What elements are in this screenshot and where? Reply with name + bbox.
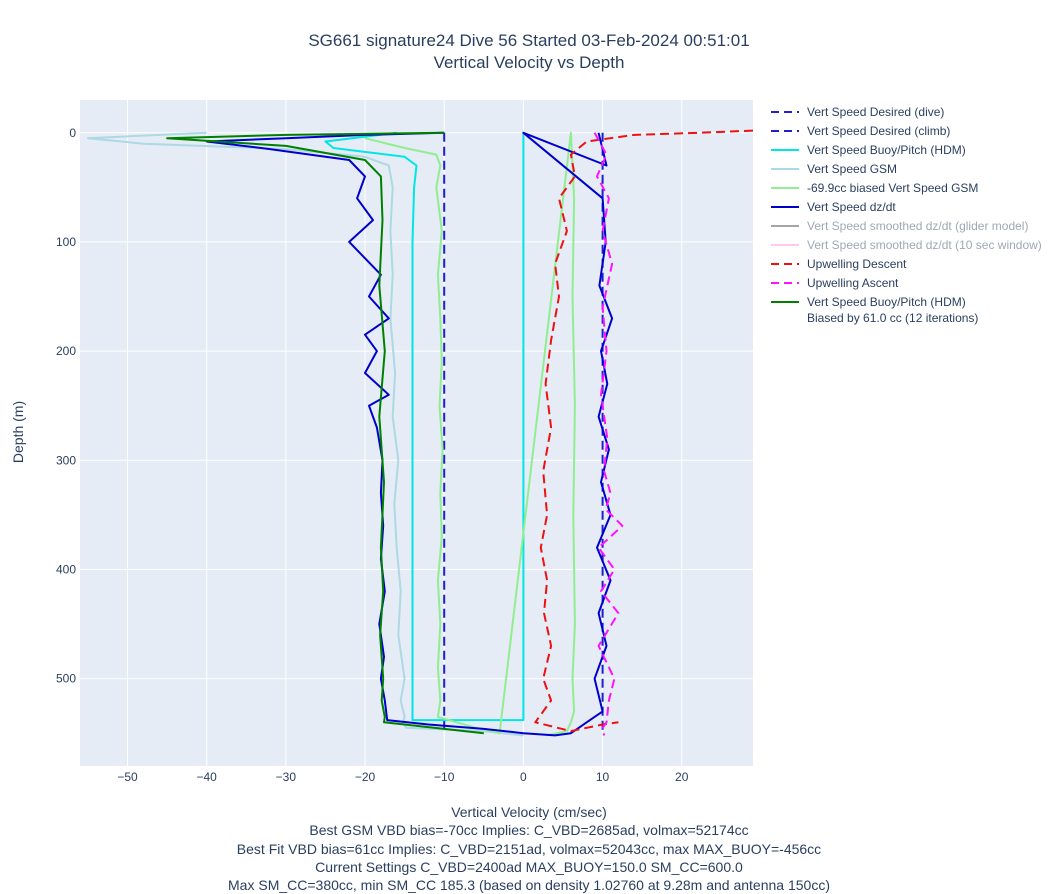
x-tick-label: −30 (276, 770, 297, 784)
legend-swatch (771, 187, 799, 189)
legend-swatch (771, 206, 799, 208)
y-tick-label: 300 (56, 453, 76, 467)
series-line-3 (86, 131, 524, 737)
legend-item[interactable]: Upwelling Ascent (770, 276, 1042, 296)
x-axis-label-block: Vertical Velocity (cm/sec) Best GSM VBD … (0, 803, 1058, 894)
plot-background (80, 100, 753, 766)
legend-item[interactable]: Vert Speed Desired (climb) (770, 124, 1042, 144)
legend-label: -69.9cc biased Vert Speed GSM (807, 181, 979, 195)
x-tick-label: 10 (596, 770, 610, 784)
series-layer (86, 129, 753, 737)
series-line-4 (364, 131, 576, 737)
legend-label: Vert Speed Buoy/Pitch (HDM) (807, 143, 966, 157)
y-tick-label: 200 (56, 344, 76, 358)
legend-item[interactable]: Vert Speed Buoy/Pitch (HDM) Biased by 61… (770, 295, 1042, 330)
legend-item[interactable]: Vert Speed Desired (dive) (770, 105, 1042, 125)
chart-subtitle: Vertical Velocity vs Depth (433, 53, 625, 72)
legend-swatch (771, 168, 799, 170)
note-line: Current Settings C_VBD=2400ad MAX_BUOY=1… (315, 858, 743, 875)
legend-item[interactable]: Vert Speed Buoy/Pitch (HDM) (770, 143, 1042, 163)
chart-title: SG661 signature24 Dive 56 Started 03-Feb… (0, 30, 1058, 74)
legend-label: Vert Speed smoothed dz/dt (glider model) (807, 219, 1029, 233)
x-tick-label: −20 (355, 770, 376, 784)
x-tick-label: −10 (434, 770, 455, 784)
legend-swatch (771, 111, 799, 113)
y-axis-label: Depth (m) (10, 400, 26, 464)
legend-swatch (771, 301, 799, 303)
legend-label: Vert Speed smoothed dz/dt (10 sec window… (807, 238, 1042, 252)
y-tick-label: 400 (56, 562, 76, 576)
legend-swatch (771, 225, 799, 227)
legend-item[interactable]: Vert Speed dz/dt (770, 200, 1042, 220)
legend-item[interactable]: Vert Speed smoothed dz/dt (10 sec window… (770, 238, 1042, 258)
legend-label: Vert Speed GSM (807, 162, 898, 176)
x-axis-label: Vertical Velocity (cm/sec) (451, 804, 607, 820)
legend-item[interactable]: Vert Speed GSM (770, 162, 1042, 182)
legend-swatch (771, 130, 799, 132)
series-line-5 (205, 131, 614, 737)
y-tick-label: 500 (56, 672, 76, 686)
series-line-10 (166, 131, 484, 735)
legend[interactable]: Vert Speed Desired (dive) Vert Speed Desi… (770, 105, 1042, 330)
x-tick-label: −40 (197, 770, 218, 784)
legend-label: Vert Speed Buoy/Pitch (HDM) Biased by 61… (807, 295, 979, 325)
x-tick-label: 20 (675, 770, 689, 784)
note-line: Best Fit VBD bias=61cc Implies: C_VBD=21… (236, 840, 822, 857)
legend-swatch (771, 244, 799, 246)
x-tick-label: 0 (520, 770, 527, 784)
legend-item[interactable]: Vert Speed smoothed dz/dt (glider model) (770, 219, 1042, 239)
y-tick-label: 0 (69, 126, 76, 140)
legend-swatch (771, 263, 799, 265)
series-line-8 (534, 129, 753, 733)
legend-label: Vert Speed Desired (dive) (807, 105, 945, 119)
y-tick-label: 100 (56, 235, 76, 249)
note-line: Best GSM VBD bias=-70cc Implies: C_VBD=2… (309, 822, 749, 839)
legend-label: Upwelling Descent (807, 257, 907, 271)
legend-item[interactable]: -69.9cc biased Vert Speed GSM (770, 181, 1042, 201)
legend-label: Vert Speed dz/dt (807, 200, 896, 214)
series-line-2 (324, 131, 525, 722)
legend-item[interactable]: Upwelling Descent (770, 257, 1042, 277)
note-line: Max SM_CC=380cc, min SM_CC 185.3 (based … (228, 877, 830, 894)
x-tick-label: −50 (117, 770, 138, 784)
chart-title-line1: SG661 signature24 Dive 56 Started 03-Feb… (308, 31, 750, 50)
legend-label: Vert Speed Desired (climb) (807, 124, 951, 138)
series-line-9 (593, 132, 624, 736)
legend-swatch (771, 282, 799, 284)
legend-swatch (771, 149, 799, 151)
legend-label: Upwelling Ascent (807, 276, 899, 290)
